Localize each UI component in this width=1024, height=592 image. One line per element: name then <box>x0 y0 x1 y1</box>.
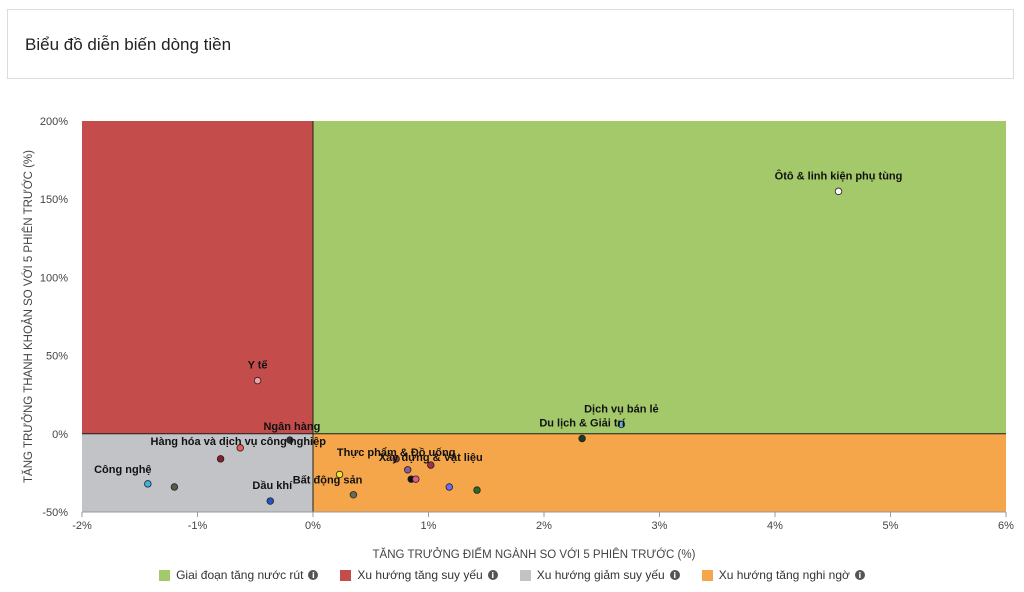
data-point-label: Thực phẩm & Đồ uống <box>337 447 456 459</box>
y-tick-label: 50% <box>46 351 68 363</box>
data-point[interactable] <box>266 497 274 505</box>
data-point[interactable] <box>392 455 400 463</box>
data-point-label: Công nghệ <box>94 464 151 476</box>
data-point-label: Ôtô & linh kiện phụ tùng <box>775 169 903 182</box>
legend-label: Giai đoạn tăng nước rút <box>176 568 304 582</box>
data-point[interactable] <box>286 436 294 444</box>
x-tick-label: 1% <box>421 520 437 532</box>
y-axis-title: TĂNG TRƯỞNG THANH KHOẢN SO VỚI 5 PHIÊN T… <box>22 150 35 483</box>
data-point-label: Hàng hóa và dịch vụ công nghiệp <box>151 436 327 448</box>
x-axis-title: TĂNG TRƯỞNG ĐIỂM NGÀNH SO VỚI 5 PHIÊN TR… <box>373 548 696 561</box>
y-tick-label: 200% <box>40 116 68 128</box>
legend-label: Xu hướng tăng nghi ngờ <box>718 568 850 582</box>
data-point[interactable] <box>427 461 435 469</box>
info-icon[interactable]: i <box>854 570 865 580</box>
x-tick-label: 2% <box>536 520 552 532</box>
data-point[interactable] <box>216 455 225 463</box>
y-tick-label: 0% <box>52 429 68 441</box>
x-tick-label: 4% <box>767 520 783 532</box>
data-point[interactable] <box>473 486 481 494</box>
legend-swatch <box>340 569 352 581</box>
quadrant-1 <box>82 121 313 434</box>
legend-swatch <box>159 569 171 581</box>
data-point[interactable] <box>404 466 412 474</box>
chart-header-card: Biểu đồ diễn biến dòng tiền <box>7 9 1014 79</box>
legend-label: Xu hướng tăng suy yếu <box>357 568 483 582</box>
data-point[interactable] <box>578 434 586 443</box>
data-point[interactable] <box>253 376 262 385</box>
legend-item-weakening-uptrend[interactable]: Xu hướng tăng suy yếu i <box>340 568 498 582</box>
data-point-label: Xây dựng & Vật liệu <box>379 452 483 464</box>
legend-item-rush-phase[interactable]: Giai đoạn tăng nước rút i <box>159 568 319 582</box>
data-point[interactable] <box>445 483 453 491</box>
data-point-label: Dầu khí <box>252 480 293 492</box>
data-point[interactable] <box>412 475 420 483</box>
chart-legend: Giai đoạn tăng nước rút i Xu hướng tăng … <box>0 568 1024 582</box>
info-icon[interactable]: i <box>308 570 319 580</box>
data-point[interactable] <box>144 480 152 488</box>
data-point[interactable] <box>170 483 179 491</box>
x-tick-label: -1% <box>188 520 208 532</box>
data-point[interactable] <box>834 187 843 196</box>
info-icon[interactable]: i <box>487 570 498 580</box>
legend-label: Xu hướng giảm suy yếu <box>536 568 665 582</box>
y-tick-label: 150% <box>40 194 68 206</box>
legend-item-weakening-downtrend[interactable]: Xu hướng giảm suy yếu i <box>519 568 680 582</box>
legend-swatch <box>519 569 531 581</box>
x-tick-label: 3% <box>652 520 668 532</box>
cashflow-scatter-chart: -2% -1% 0% 1% 2% 3% 4% 5% 6% -50% 0% 50% 100% 150% 200… <box>22 116 1014 561</box>
data-point[interactable] <box>349 491 358 499</box>
quadrant-0 <box>313 121 1006 434</box>
data-point[interactable] <box>617 420 626 429</box>
x-tick-label: -2% <box>72 520 92 532</box>
info-icon[interactable]: i <box>669 570 680 580</box>
x-tick-label: 6% <box>998 520 1014 532</box>
data-point[interactable] <box>335 470 344 479</box>
data-point-label: Dịch vụ bán lẻ <box>584 403 659 415</box>
data-point-label: Y tế <box>248 360 269 372</box>
data-point-label: Bất động sản <box>293 474 363 486</box>
quadrant-3 <box>313 433 1006 512</box>
legend-item-doubtful-uptrend[interactable]: Xu hướng tăng nghi ngờ i <box>701 568 865 582</box>
data-point-label: Du lịch & Giải trí <box>539 417 626 429</box>
x-tick-label: 5% <box>883 520 899 532</box>
y-tick-label: 100% <box>40 272 68 284</box>
data-point[interactable] <box>236 444 244 452</box>
data-point-label: Ngân hàng <box>263 421 320 433</box>
x-tick-label: 0% <box>305 520 321 532</box>
y-tick-label: -50% <box>42 507 68 519</box>
quadrant-2 <box>82 433 313 512</box>
legend-swatch <box>701 569 713 581</box>
page-title: Biểu đồ diễn biến dòng tiền <box>25 35 232 54</box>
